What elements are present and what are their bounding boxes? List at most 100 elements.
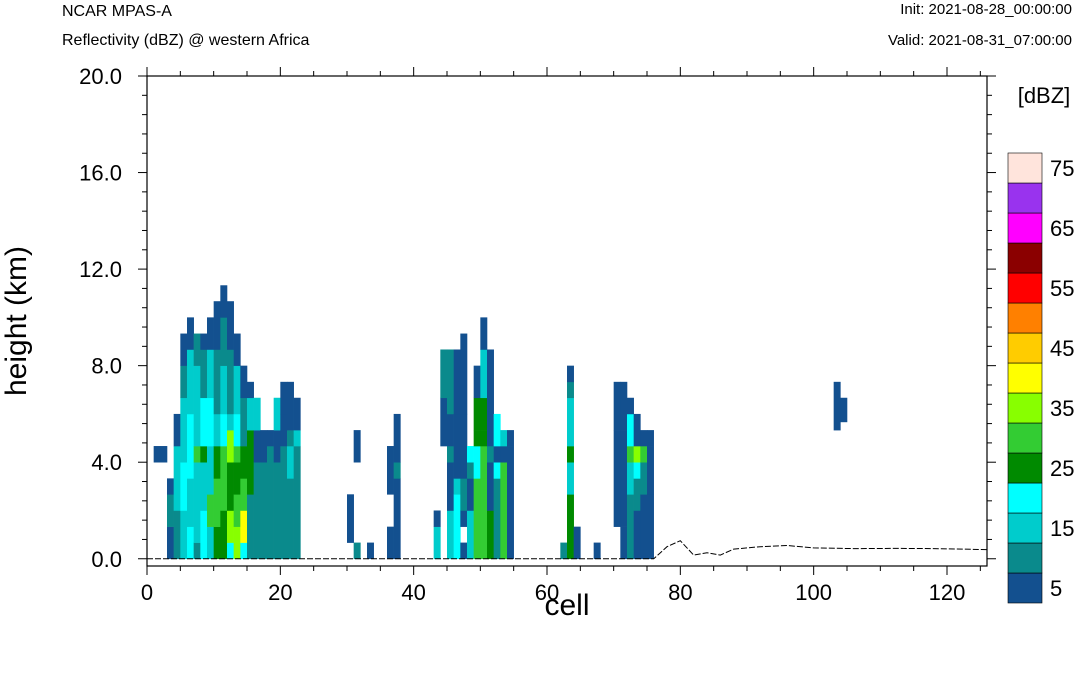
reflectivity-cell [453,494,461,560]
reflectivity-cell [187,349,194,415]
reflectivity-cell [153,446,161,463]
reflectivity-cell [647,430,654,447]
reflectivity-cell [167,494,174,527]
reflectivity-cell [480,349,488,399]
reflectivity-cell [287,381,294,431]
reflectivity-cell [240,446,248,479]
reflectivity-cell [493,478,501,560]
reflectivity-cell [467,446,474,463]
reflectivity-cell [500,462,508,560]
reflectivity-cell [833,381,841,431]
reflectivity-cell [160,446,168,463]
reflectivity-cell [213,478,221,527]
reflectivity-cell [240,542,248,560]
reflectivity-cell [473,365,481,399]
reflectivity-cell [187,413,194,479]
reflectivity-cell [460,478,468,511]
colorbar-box [1007,452,1043,484]
reflectivity-cell [253,462,261,560]
reflectivity-cell [293,446,301,560]
reflectivity-cell [207,349,214,399]
reflectivity-cell [627,397,634,415]
reflectivity-cell [220,285,228,318]
reflectivity-cell [447,413,454,447]
reflectivity-cell [613,381,621,431]
reflectivity-cell [433,526,441,560]
reflectivity-cell [220,413,228,447]
colorbar-box [1007,332,1043,364]
reflectivity-cell [613,430,621,527]
reflectivity-cell [193,365,201,447]
reflectivity-cell [487,510,494,560]
reflectivity-cell [180,333,188,366]
reflectivity-cell [233,333,241,366]
reflectivity-cell [207,446,214,495]
reflectivity-cell [467,478,474,511]
reflectivity-cell [220,510,228,560]
y-axis-label: height (km) [0,246,33,396]
reflectivity-cell [173,510,181,560]
reflectivity-cell [447,462,454,511]
reflectivity-cell [247,430,254,495]
reflectivity-cell [567,381,574,399]
reflectivity-cell [293,430,301,447]
colorbar-tick-labels: 5 15 25 35 45 55 65 75 [1050,156,1074,601]
reflectivity-cell [647,494,654,560]
reflectivity-cell [233,494,241,527]
reflectivity-cell [507,430,514,447]
reflectivity-cell [840,397,848,423]
reflectivity-cell [233,413,241,447]
reflectivity-cell [480,397,488,431]
reflectivity-cell [633,478,641,511]
reflectivity-cell [620,430,628,527]
reflectivity-cell [353,430,361,463]
reflectivity-cell [640,446,648,463]
reflectivity-cell [500,446,508,463]
colorbar-tick-label: 25 [1050,456,1074,481]
x-tick-label: 40 [401,580,425,605]
reflectivity-cell [200,462,208,511]
reflectivity-cell [213,413,221,447]
reflectivity-cell [260,430,268,463]
y-tick-label: 4.0 [91,450,122,475]
plot-area: 0 20 40 60 80 100 120 0.0 4.0 8.0 12.0 16.0 20.0 [79,64,996,605]
reflectivity-cell [353,542,361,560]
colorbar-tick-label: 45 [1050,336,1074,361]
y-tick-label: 12.0 [79,257,122,282]
reflectivity-cell [167,526,174,560]
reflectivity-cell [387,526,394,560]
reflectivity-cell [467,462,474,479]
colorbar-box [1007,302,1043,334]
reflectivity-cell [447,510,454,560]
colorbar-tick-label: 65 [1050,216,1074,241]
y-tick-label: 8.0 [91,354,122,379]
reflectivity-cell [240,510,248,543]
reflectivity-cell [640,430,648,447]
colorbar-tick-label: 15 [1050,516,1074,541]
reflectivity-cell [227,430,234,463]
x-axis-label: cell [544,589,589,622]
reflectivity-cell [593,542,601,560]
reflectivity-cell [393,413,401,463]
x-tick-label: 60 [535,580,559,605]
reflectivity-cell [267,430,274,447]
reflectivity-cell [393,462,401,479]
reflectivity-cell [460,413,468,479]
reflectivity-cell [493,413,501,447]
colorbar-tick-label: 55 [1050,276,1074,301]
reflectivity-cell [633,413,641,447]
x-tick-label: 20 [268,580,292,605]
reflectivity-cell [567,446,574,463]
colorbar-box [1007,422,1043,454]
reflectivity-cell [293,397,301,431]
reflectivity-cell [367,542,374,560]
reflectivity-cell [287,478,294,560]
reflectivity-cell [180,365,188,399]
reflectivity-cell [200,510,208,560]
reflectivity-cell [247,397,254,431]
reflectivity-cell [180,510,188,560]
reflectivity-cell [213,526,221,560]
reflectivity-cell [627,462,634,495]
reflectivity-cell [640,462,648,495]
reflectivity-cell [627,446,634,463]
